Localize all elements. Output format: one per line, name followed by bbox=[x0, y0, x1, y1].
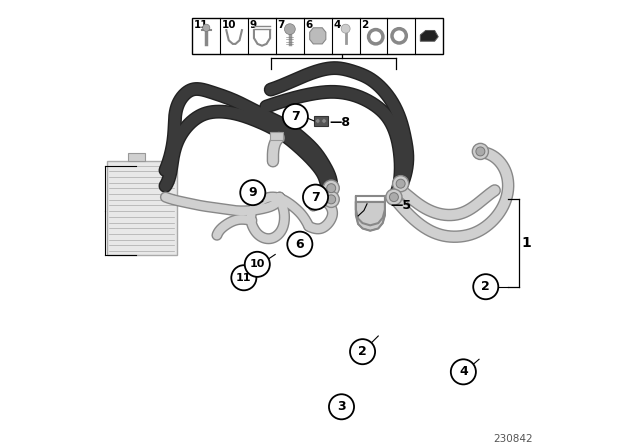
Circle shape bbox=[329, 394, 354, 419]
Bar bbox=[270, 132, 284, 140]
Text: —5: —5 bbox=[390, 198, 412, 212]
Polygon shape bbox=[356, 202, 385, 231]
Text: 9: 9 bbox=[250, 20, 257, 30]
Bar bbox=[108, 161, 177, 255]
Bar bbox=[128, 153, 145, 161]
Text: 2: 2 bbox=[481, 280, 490, 293]
Text: 4: 4 bbox=[459, 365, 468, 379]
Circle shape bbox=[323, 180, 339, 196]
Text: 6: 6 bbox=[296, 237, 304, 251]
Circle shape bbox=[244, 252, 270, 277]
Circle shape bbox=[323, 191, 339, 207]
Circle shape bbox=[369, 30, 383, 44]
Circle shape bbox=[392, 176, 409, 192]
Circle shape bbox=[231, 265, 257, 290]
Text: 2: 2 bbox=[358, 345, 367, 358]
Polygon shape bbox=[310, 28, 326, 44]
Circle shape bbox=[203, 24, 210, 31]
Circle shape bbox=[240, 180, 266, 205]
Text: 9: 9 bbox=[248, 186, 257, 199]
Circle shape bbox=[285, 24, 295, 34]
Text: 7: 7 bbox=[311, 190, 320, 204]
Circle shape bbox=[386, 189, 402, 205]
Text: 7: 7 bbox=[278, 20, 285, 30]
Text: 2: 2 bbox=[362, 20, 369, 30]
Circle shape bbox=[322, 119, 326, 123]
Circle shape bbox=[287, 232, 312, 257]
Text: 11: 11 bbox=[236, 273, 252, 283]
Bar bbox=[314, 116, 328, 126]
Text: 3: 3 bbox=[337, 400, 346, 414]
Text: 230842: 230842 bbox=[493, 434, 533, 444]
Text: 7: 7 bbox=[291, 110, 300, 123]
Circle shape bbox=[392, 29, 406, 43]
Text: 1: 1 bbox=[522, 236, 531, 250]
Circle shape bbox=[303, 185, 328, 210]
Circle shape bbox=[389, 193, 398, 202]
Circle shape bbox=[451, 359, 476, 384]
Circle shape bbox=[327, 184, 336, 193]
Text: 10: 10 bbox=[222, 20, 237, 30]
Circle shape bbox=[476, 147, 485, 156]
Circle shape bbox=[396, 179, 405, 188]
Circle shape bbox=[316, 119, 320, 123]
Text: 6: 6 bbox=[306, 20, 313, 30]
Text: 10: 10 bbox=[250, 259, 265, 269]
Circle shape bbox=[472, 143, 488, 159]
Text: —8: —8 bbox=[330, 116, 351, 129]
Text: 11: 11 bbox=[194, 20, 209, 30]
Circle shape bbox=[283, 104, 308, 129]
Circle shape bbox=[473, 274, 499, 299]
Text: 4: 4 bbox=[333, 20, 341, 30]
Circle shape bbox=[341, 24, 350, 33]
Bar bbox=[192, 18, 444, 54]
Circle shape bbox=[350, 339, 375, 364]
Circle shape bbox=[327, 195, 336, 204]
Polygon shape bbox=[420, 30, 438, 41]
